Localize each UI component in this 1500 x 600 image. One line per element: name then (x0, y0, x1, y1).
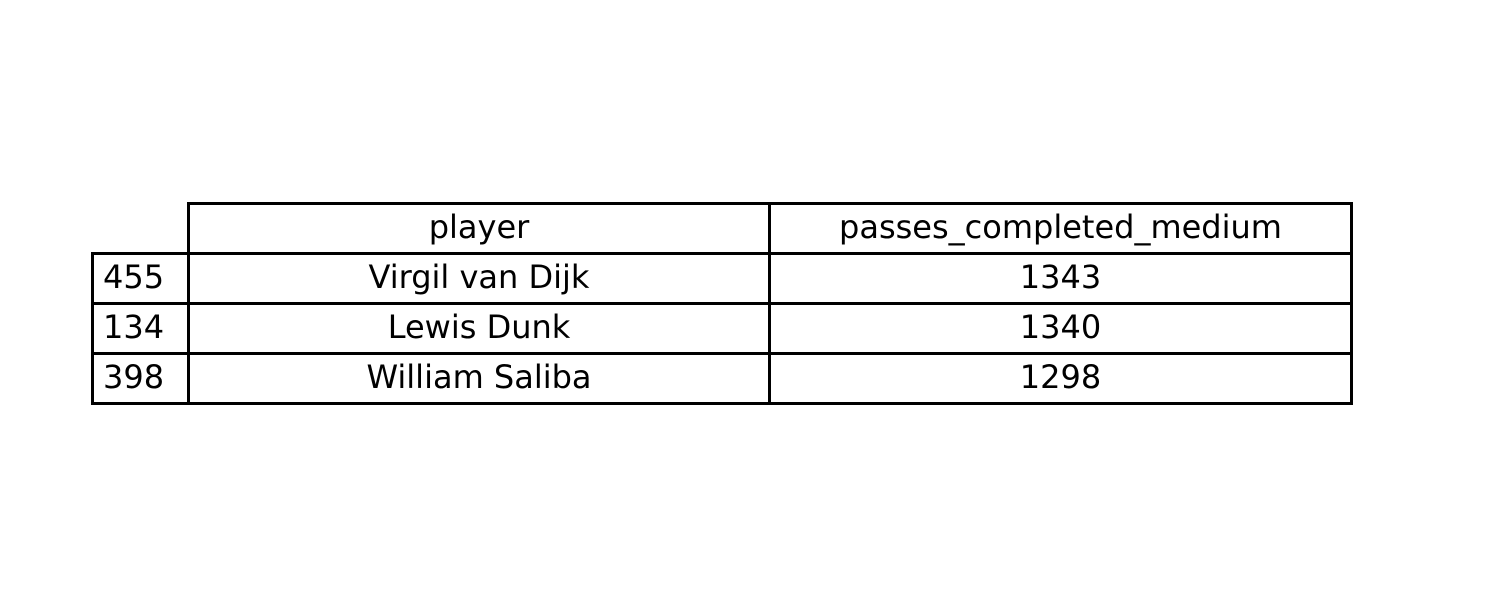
passes-cell: 1340 (768, 302, 1353, 355)
header-cell-player: player (187, 202, 771, 255)
player-cell: William Saliba (187, 352, 771, 405)
player-cell: Lewis Dunk (187, 302, 771, 355)
data-table: player passes_completed_medium 455 Virgil v… (91, 202, 1353, 405)
player-cell: Virgil van Dijk (187, 252, 771, 305)
passes-cell: 1343 (768, 252, 1353, 305)
header-cell-passes-completed-medium: passes_completed_medium (768, 202, 1353, 255)
row-index-cell: 134 (91, 302, 190, 355)
row-index-cell: 398 (91, 352, 190, 405)
passes-cell: 1298 (768, 352, 1353, 405)
row-index-cell: 455 (91, 252, 190, 305)
